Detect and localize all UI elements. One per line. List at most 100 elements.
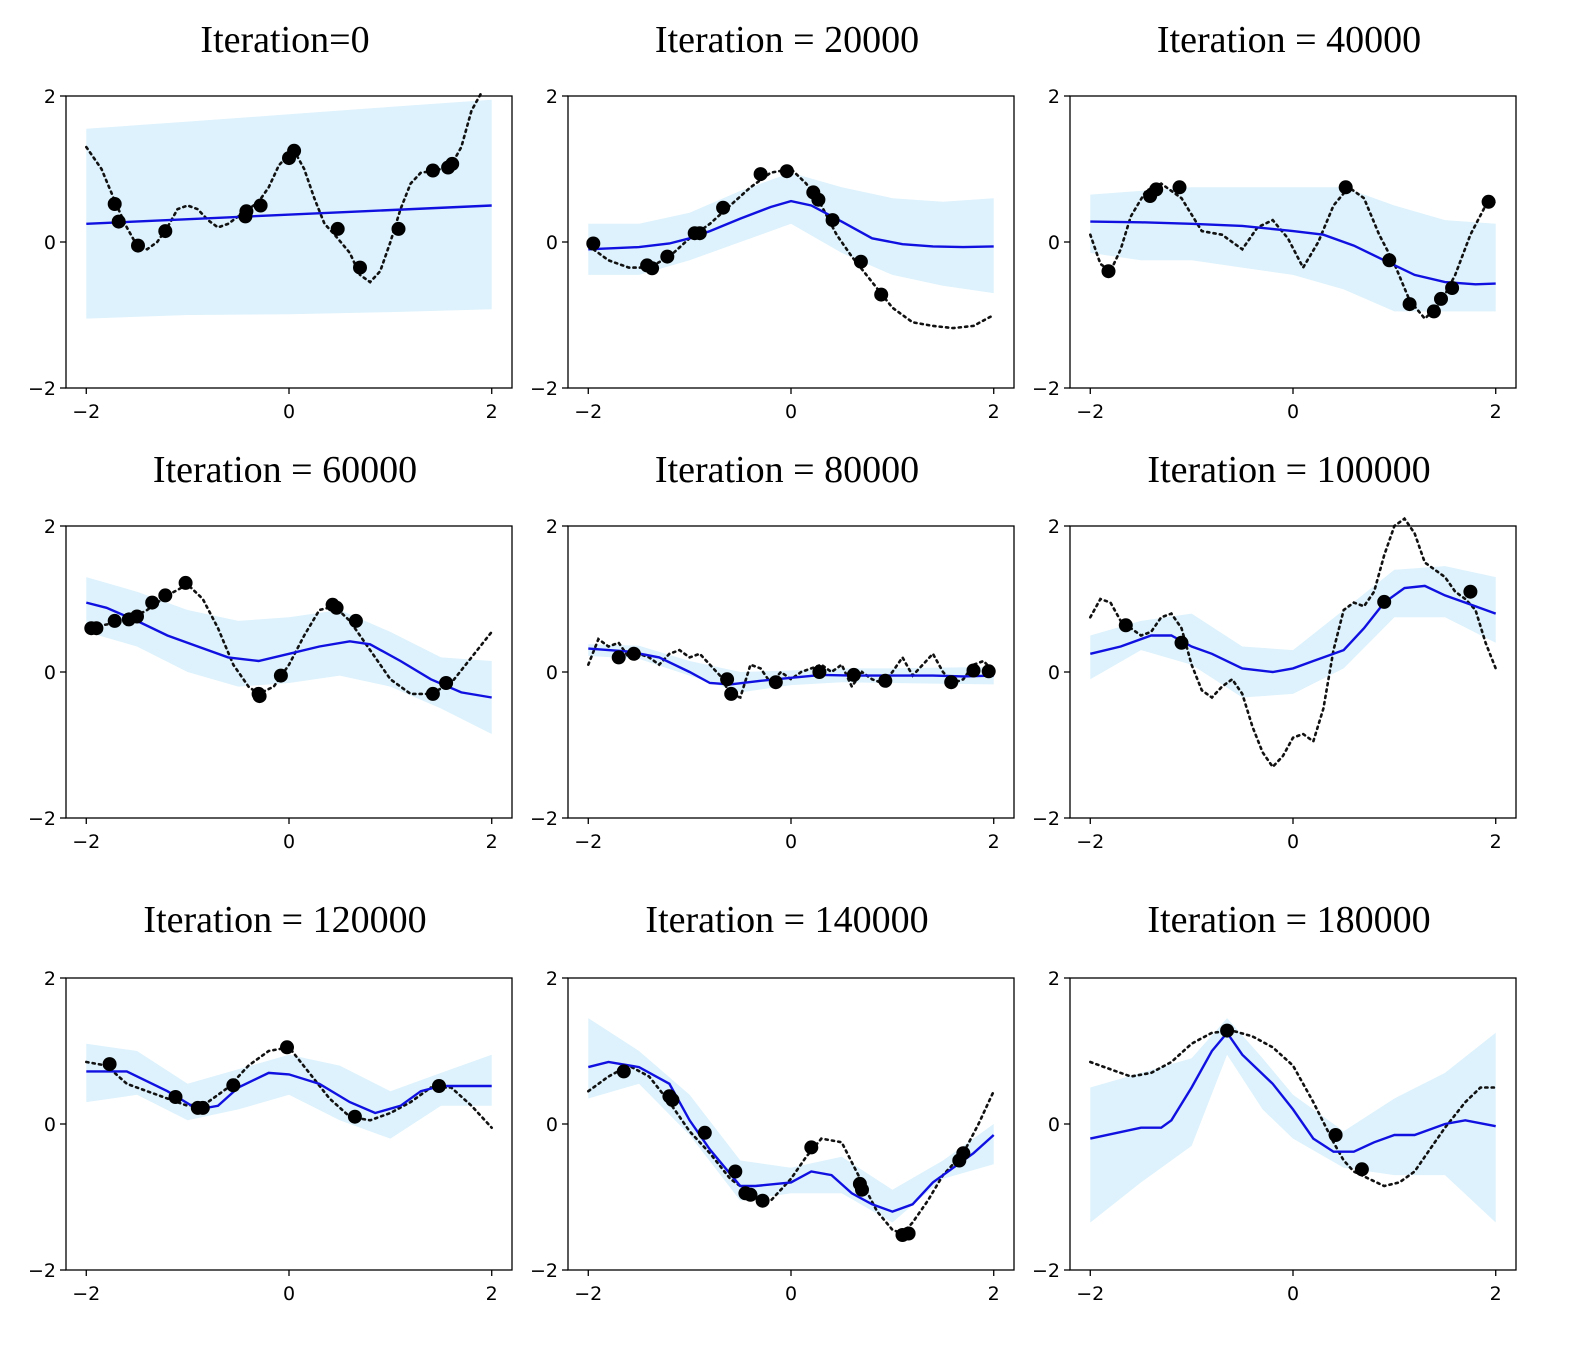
observation-point: [697, 1125, 712, 1140]
y-tick-label: −2: [530, 1260, 558, 1282]
observation-point: [812, 665, 827, 679]
panel-3: Iteration = 40000 −2 0 2 −2 0 2: [1032, 19, 1517, 423]
x-tick-label: −2: [1076, 401, 1104, 423]
observation-point: [743, 1187, 758, 1202]
observation-point: [1338, 180, 1353, 195]
observation-point: [280, 1040, 294, 1055]
x-tick-label: −2: [1076, 831, 1104, 853]
y-tick-label: −2: [28, 1260, 56, 1282]
y-tick-label: 2: [546, 86, 558, 108]
observation-point: [353, 260, 367, 275]
confidence-band: [86, 1043, 492, 1139]
panel-title: Iteration = 120000: [143, 899, 426, 941]
observation-point: [825, 213, 840, 228]
observation-point: [1481, 194, 1496, 209]
y-tick-label: −2: [1032, 1260, 1060, 1282]
confidence-band: [86, 99, 492, 319]
panel-9: Iteration = 180000 −2 0 2 −2 0 2: [1032, 899, 1517, 1305]
observation-point: [855, 1182, 869, 1197]
y-tick-label: 0: [546, 232, 558, 254]
observation-point: [107, 197, 122, 211]
observation-point: [1445, 281, 1460, 295]
observation-point: [432, 1079, 446, 1093]
x-tick-label: −2: [574, 1283, 602, 1305]
observation-point: [1426, 304, 1441, 319]
observation-point: [1354, 1162, 1369, 1177]
observation-point: [1377, 594, 1392, 609]
x-tick-label: 2: [1490, 1283, 1502, 1305]
observation-point: [626, 646, 641, 661]
y-tick-label: 0: [44, 1114, 56, 1136]
plot-frame: [567, 977, 1015, 1271]
observation-point: [287, 143, 302, 158]
observation-point: [425, 686, 440, 701]
x-tick-label: 0: [1287, 831, 1299, 853]
observation-point: [391, 221, 406, 236]
panel-5: Iteration = 80000 −2 0 2 −2 0 2: [530, 449, 1015, 853]
observation-point: [611, 650, 626, 665]
y-tick-label: 2: [44, 968, 56, 990]
y-tick-label: 0: [44, 662, 56, 684]
x-tick-label: 0: [785, 1283, 797, 1305]
x-tick-label: 0: [785, 401, 797, 423]
panel-title: Iteration = 20000: [655, 19, 919, 61]
y-tick-label: 2: [1048, 968, 1060, 990]
observation-point: [1174, 635, 1189, 650]
panel-title: Iteration = 80000: [655, 449, 919, 491]
y-tick-label: 0: [546, 1114, 558, 1136]
x-tick-label: 2: [486, 401, 498, 423]
x-tick-label: 0: [283, 1283, 295, 1305]
x-tick-label: −2: [574, 831, 602, 853]
x-tick-label: −2: [72, 401, 100, 423]
observation-point: [981, 664, 996, 679]
confidence-band: [1090, 187, 1496, 312]
y-tick-label: 0: [1048, 662, 1060, 684]
y-tick-label: 2: [44, 516, 56, 538]
confidence-band: [588, 172, 994, 294]
panel-7: Iteration = 120000 −2 0 2 −2 0 2: [28, 899, 513, 1305]
observation-point: [1382, 253, 1397, 268]
observation-point: [195, 1100, 210, 1115]
observation-point: [131, 238, 145, 253]
observation-point: [944, 675, 959, 690]
x-tick-label: 0: [1287, 401, 1299, 423]
y-tick-label: 2: [44, 86, 56, 108]
panel-title: Iteration = 100000: [1147, 449, 1430, 491]
true-function-line: [1089, 516, 1497, 769]
panel-title: Iteration = 40000: [1157, 19, 1421, 61]
x-tick-label: 0: [283, 401, 295, 423]
panel-title: Iteration=0: [200, 19, 369, 61]
mean-prediction-line: [86, 1070, 492, 1115]
observation-point: [1101, 264, 1116, 279]
observation-point: [645, 261, 660, 276]
y-tick-label: 2: [546, 968, 558, 990]
observation-point: [665, 1092, 680, 1107]
observation-point: [720, 672, 735, 687]
observation-point: [724, 686, 739, 701]
mean-prediction-line: [86, 204, 492, 225]
panel-8: Iteration = 140000 −2 0 2 −2 0 2: [530, 899, 1015, 1305]
y-tick-label: −2: [28, 808, 56, 830]
observation-point: [692, 226, 707, 241]
observation-point: [811, 192, 826, 207]
true-function-line: [586, 167, 996, 330]
x-tick-label: 2: [988, 831, 1000, 853]
observation-point: [728, 1164, 743, 1179]
observation-point: [158, 588, 173, 603]
observation-point: [329, 600, 344, 615]
observation-point: [901, 1226, 916, 1241]
observation-point: [1434, 291, 1448, 306]
x-tick-label: 2: [1490, 401, 1502, 423]
observation-point: [956, 1146, 971, 1161]
x-tick-label: 0: [1287, 1283, 1299, 1305]
observation-point: [874, 287, 889, 302]
y-tick-label: −2: [28, 378, 56, 400]
observation-point: [966, 663, 981, 678]
confidence-band: [86, 577, 492, 734]
observation-point: [755, 1193, 770, 1208]
panel-4: Iteration = 60000 −2 0 2 −2 0 2: [28, 449, 513, 853]
observation-point: [168, 1090, 183, 1104]
observation-point: [1220, 1023, 1235, 1038]
observation-point: [445, 156, 460, 171]
